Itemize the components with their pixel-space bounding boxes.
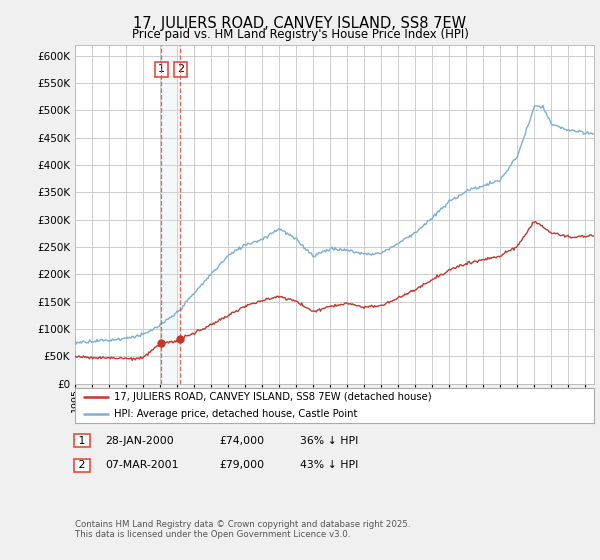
- Text: 17, JULIERS ROAD, CANVEY ISLAND, SS8 7EW (detached house): 17, JULIERS ROAD, CANVEY ISLAND, SS8 7EW…: [114, 392, 431, 402]
- Text: 28-JAN-2000: 28-JAN-2000: [105, 436, 174, 446]
- Text: £74,000: £74,000: [219, 436, 264, 446]
- Text: HPI: Average price, detached house, Castle Point: HPI: Average price, detached house, Cast…: [114, 409, 358, 419]
- Text: £79,000: £79,000: [219, 460, 264, 470]
- Bar: [161, 45, 181, 384]
- Text: 1: 1: [75, 436, 89, 446]
- Text: 07-MAR-2001: 07-MAR-2001: [105, 460, 179, 470]
- Text: Price paid vs. HM Land Registry's House Price Index (HPI): Price paid vs. HM Land Registry's House …: [131, 28, 469, 41]
- Text: Contains HM Land Registry data © Crown copyright and database right 2025.
This d: Contains HM Land Registry data © Crown c…: [75, 520, 410, 539]
- Text: 2: 2: [177, 64, 184, 74]
- Text: 1: 1: [158, 64, 165, 74]
- Text: 2: 2: [75, 460, 89, 470]
- Text: 36% ↓ HPI: 36% ↓ HPI: [300, 436, 358, 446]
- Text: 17, JULIERS ROAD, CANVEY ISLAND, SS8 7EW: 17, JULIERS ROAD, CANVEY ISLAND, SS8 7EW: [133, 16, 467, 31]
- Text: 43% ↓ HPI: 43% ↓ HPI: [300, 460, 358, 470]
